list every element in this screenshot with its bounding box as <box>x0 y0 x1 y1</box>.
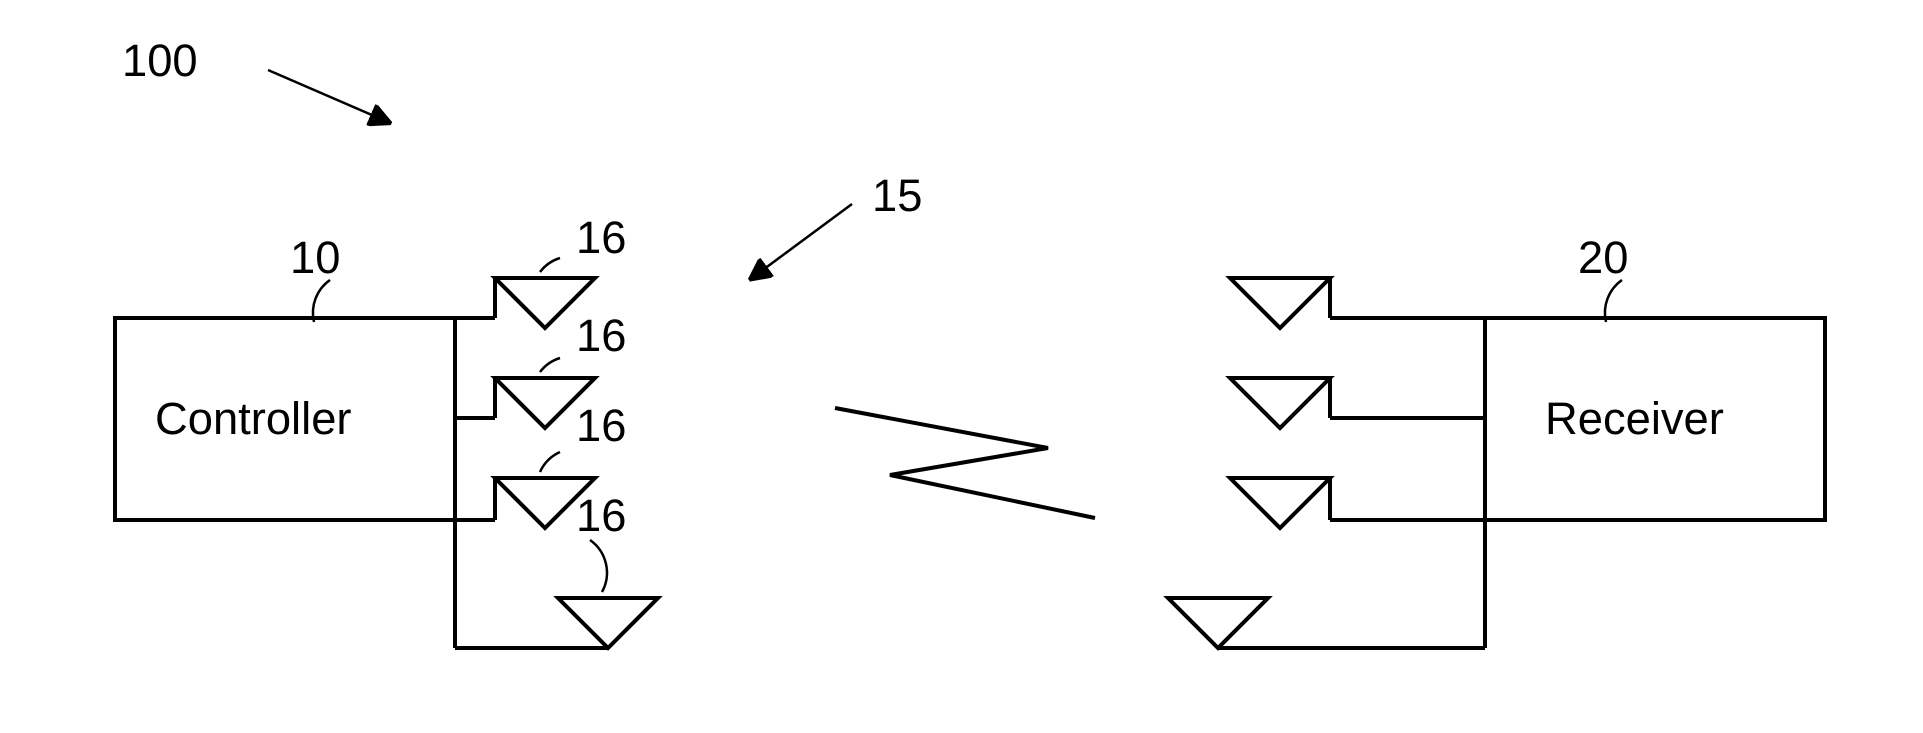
diagram-svg <box>0 0 1923 733</box>
diagram-geometry <box>115 70 1825 648</box>
ref-label-16-d: 16 <box>576 490 626 542</box>
ref-label-100: 100 <box>122 35 198 87</box>
ref-label-16-b: 16 <box>576 310 626 362</box>
receiver-label: Receiver <box>1545 393 1724 445</box>
ref-label-20: 20 <box>1578 232 1628 284</box>
ref-label-16-c: 16 <box>576 400 626 452</box>
controller-label: Controller <box>155 393 352 445</box>
diagram-canvas: 100 15 10 20 16 16 16 16 Controller Rece… <box>0 0 1923 733</box>
ref-label-16-a: 16 <box>576 212 626 264</box>
ref-label-15: 15 <box>872 170 922 222</box>
ref-label-10: 10 <box>290 232 340 284</box>
